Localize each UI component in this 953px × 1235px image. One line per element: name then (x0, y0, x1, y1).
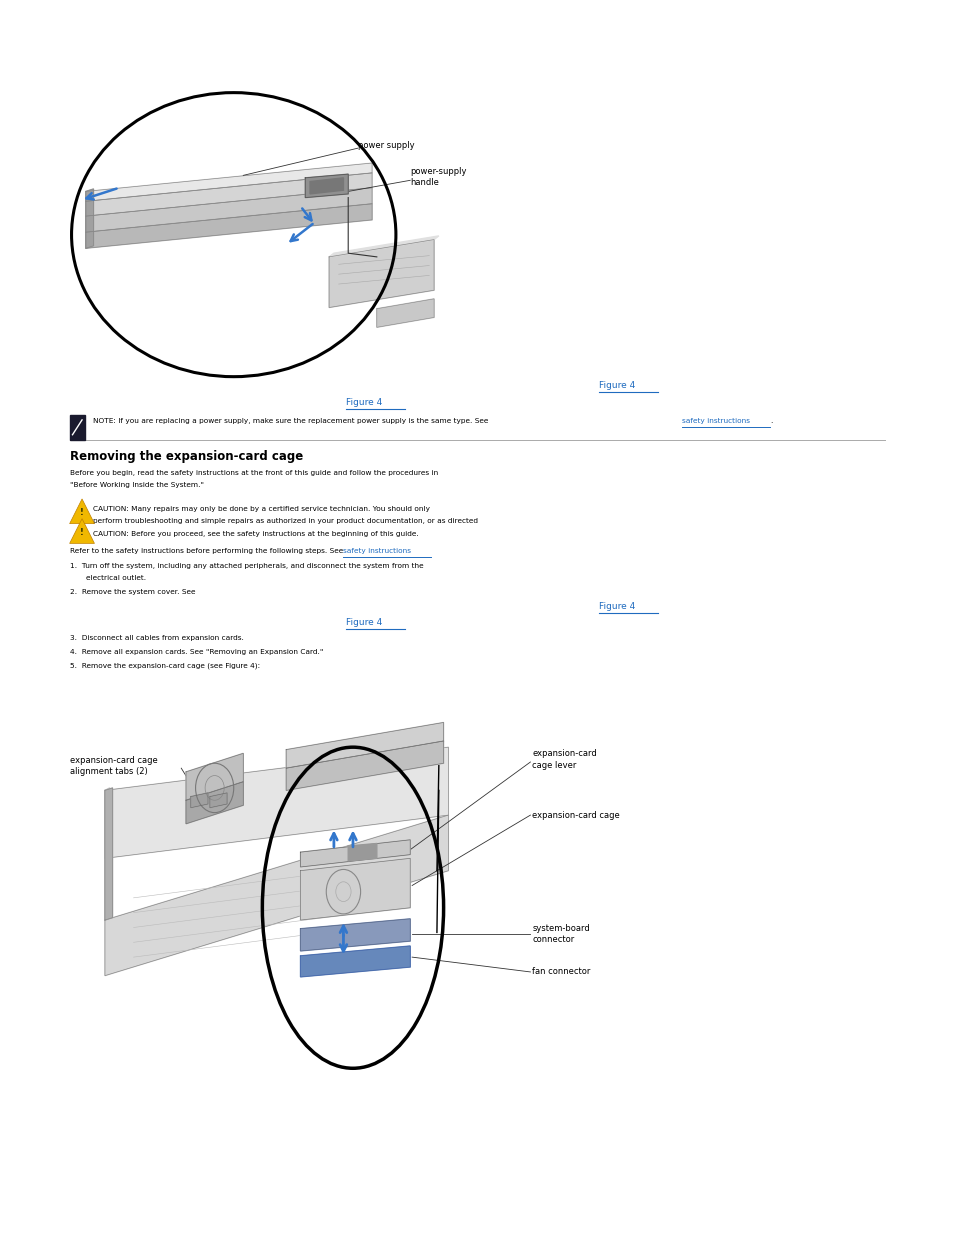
Polygon shape (300, 840, 410, 867)
Polygon shape (329, 240, 434, 308)
Text: !: ! (80, 508, 84, 517)
Text: Removing the expansion-card cage: Removing the expansion-card cage (70, 451, 302, 463)
Text: electrical outlet.: electrical outlet. (86, 576, 146, 580)
Polygon shape (286, 722, 443, 768)
Text: 2.  Remove the system cover. See: 2. Remove the system cover. See (70, 589, 195, 594)
Polygon shape (86, 163, 372, 201)
Text: system-board
connector: system-board connector (532, 924, 590, 944)
Polygon shape (348, 844, 376, 861)
Text: safety instructions: safety instructions (681, 419, 749, 424)
Text: fan connector: fan connector (532, 967, 590, 977)
Text: Figure 4: Figure 4 (346, 618, 391, 627)
Text: power supply: power supply (357, 141, 414, 151)
Text: expansion-card
cage lever: expansion-card cage lever (532, 750, 597, 769)
Text: Refer to the safety instructions before performing the following steps. See: Refer to the safety instructions before … (70, 548, 342, 553)
Polygon shape (376, 299, 434, 327)
Polygon shape (86, 204, 372, 248)
Polygon shape (300, 919, 410, 951)
Text: Before you begin, read the safety instructions at the front of this guide and fo: Before you begin, read the safety instru… (70, 471, 437, 475)
Polygon shape (105, 815, 448, 976)
Text: Figure 4: Figure 4 (598, 382, 643, 390)
Polygon shape (70, 519, 94, 543)
Text: 4.  Remove all expansion cards. See "Removing an Expansion Card.": 4. Remove all expansion cards. See "Remo… (70, 650, 323, 655)
Polygon shape (310, 178, 343, 194)
Text: NOTE: If you are replacing a power supply, make sure the replacement power suppl: NOTE: If you are replacing a power suppl… (92, 419, 487, 424)
Text: perform troubleshooting and simple repairs as authorized in your product documen: perform troubleshooting and simple repai… (93, 519, 478, 524)
Polygon shape (86, 173, 372, 216)
Text: CAUTION: Before you proceed, see the safety instructions at the beginning of thi: CAUTION: Before you proceed, see the saf… (93, 531, 418, 536)
Polygon shape (300, 946, 410, 977)
Text: Figure 4: Figure 4 (598, 601, 643, 611)
Polygon shape (300, 858, 410, 920)
Text: 5.  Remove the expansion-card cage (see Figure 4):: 5. Remove the expansion-card cage (see F… (70, 662, 259, 669)
FancyBboxPatch shape (70, 415, 85, 440)
Polygon shape (105, 788, 110, 920)
Polygon shape (210, 793, 227, 808)
Polygon shape (86, 188, 372, 232)
Polygon shape (305, 174, 348, 198)
Polygon shape (105, 747, 448, 858)
Text: Figure 4: Figure 4 (346, 398, 391, 408)
Text: expansion-card cage
alignment tabs (2): expansion-card cage alignment tabs (2) (70, 756, 157, 776)
Polygon shape (105, 788, 112, 920)
Text: 3.  Disconnect all cables from expansion cards.: 3. Disconnect all cables from expansion … (70, 636, 243, 641)
Polygon shape (186, 782, 243, 824)
Text: power-supply
handle: power-supply handle (410, 167, 466, 186)
Text: 1.  Turn off the system, including any attached peripherals, and disconnect the : 1. Turn off the system, including any at… (70, 563, 423, 568)
Text: !: ! (80, 527, 84, 537)
Text: .: . (769, 419, 771, 424)
Polygon shape (86, 189, 93, 248)
Polygon shape (329, 236, 438, 257)
Text: safety instructions: safety instructions (343, 548, 411, 553)
Polygon shape (70, 499, 94, 524)
Polygon shape (186, 753, 243, 800)
Polygon shape (286, 741, 443, 790)
Polygon shape (191, 793, 208, 808)
Text: expansion-card cage: expansion-card cage (532, 810, 619, 820)
Text: CAUTION: Many repairs may only be done by a certified service technician. You sh: CAUTION: Many repairs may only be done b… (93, 506, 430, 511)
Text: "Before Working Inside the System.": "Before Working Inside the System." (70, 483, 203, 488)
